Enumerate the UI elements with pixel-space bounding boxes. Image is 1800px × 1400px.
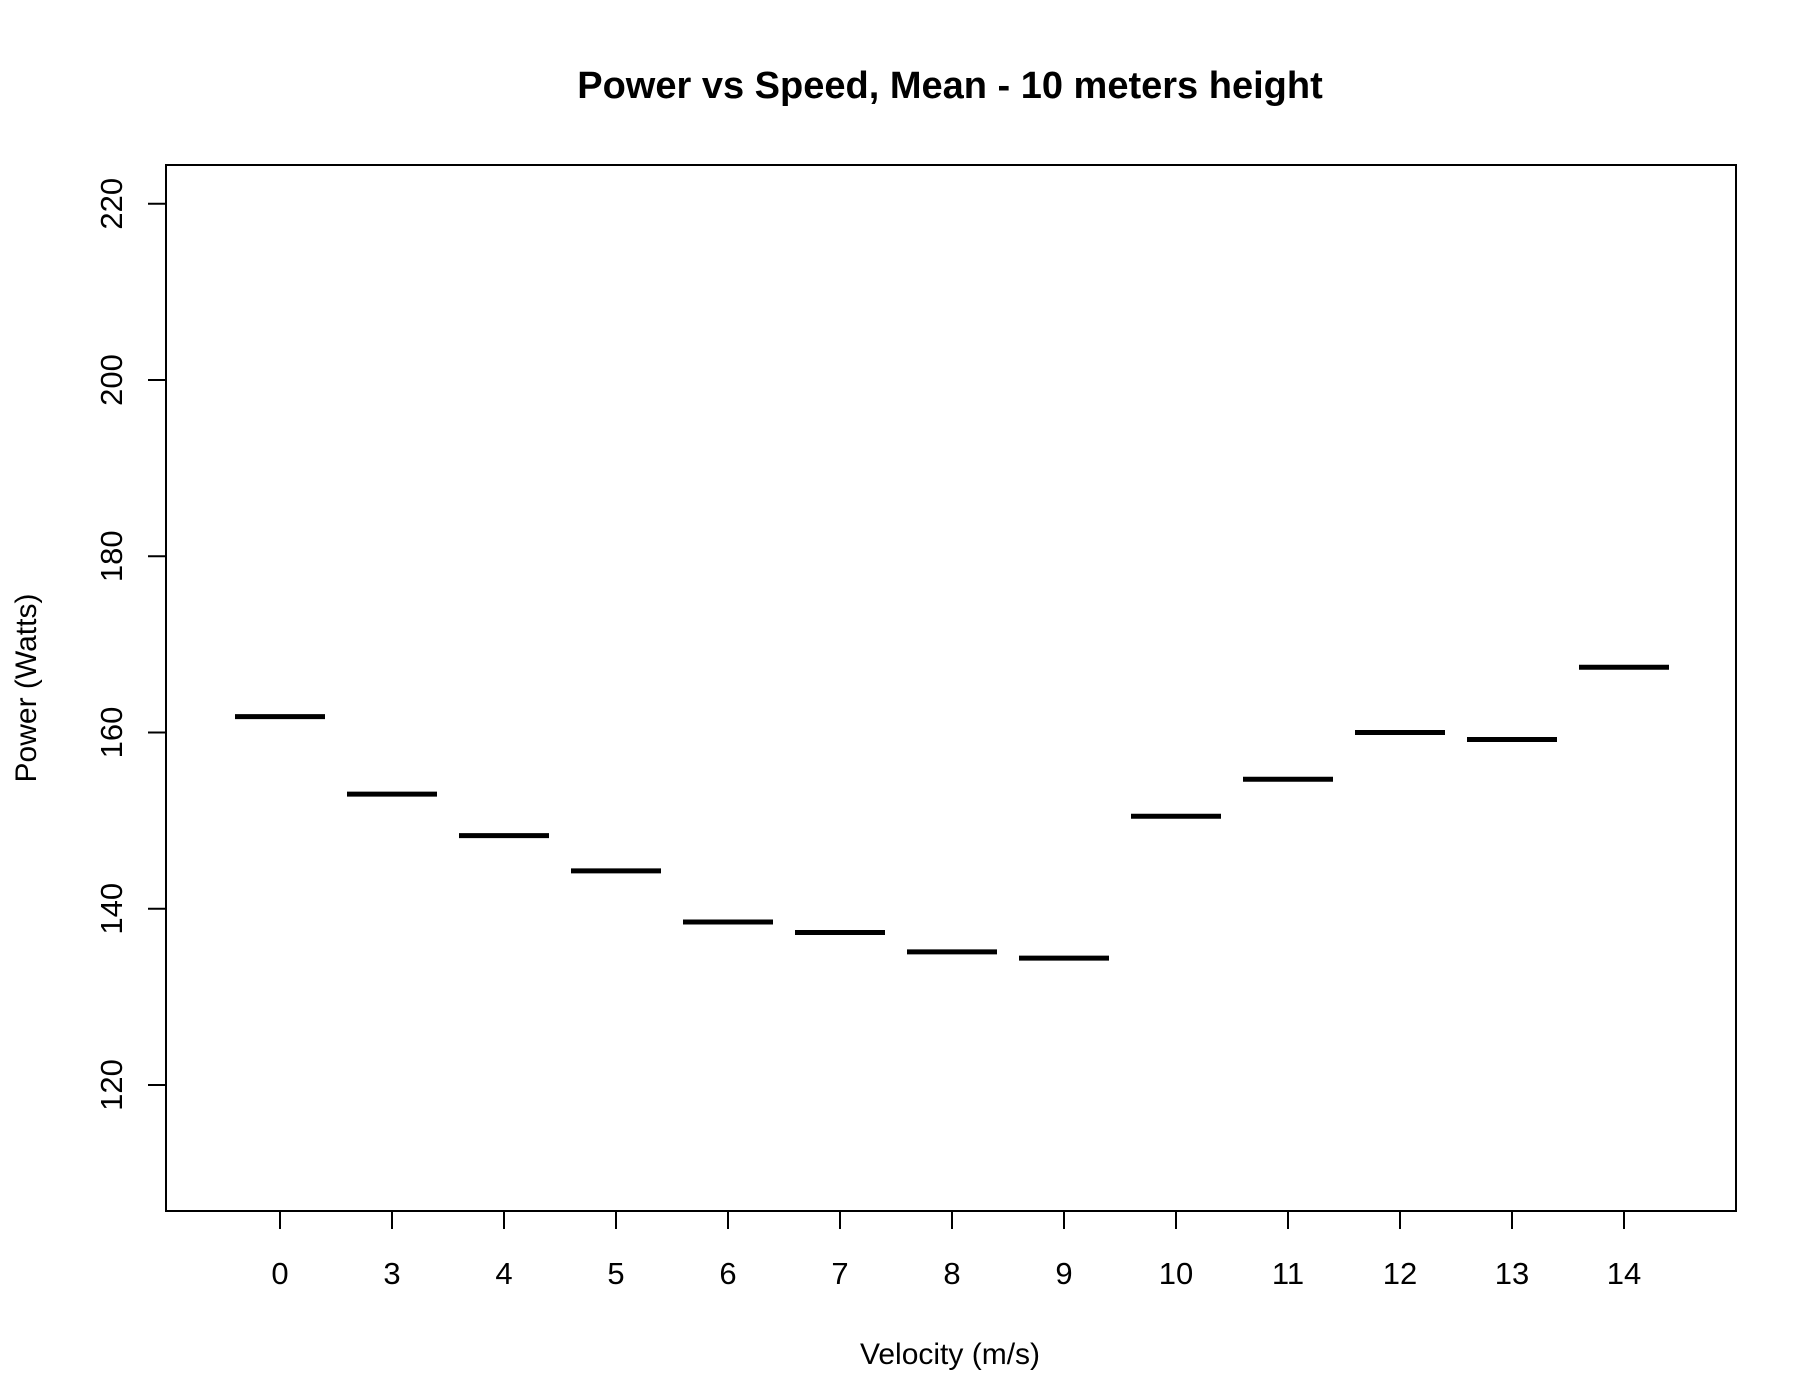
x-tick-label: 4 [495,1256,512,1291]
x-tick-label: 12 [1383,1256,1417,1291]
x-tick-label: 11 [1272,1256,1304,1291]
y-tick-label: 220 [94,178,129,230]
y-axis-label: Power (Watts) [10,594,43,783]
data-marks [235,664,1669,961]
x-tick-label: 6 [719,1256,736,1291]
x-tick-label: 7 [831,1256,848,1291]
x-axis-label: Velocity (m/s) [860,1338,1040,1371]
x-tick-label: 13 [1495,1256,1529,1291]
y-tick-label: 200 [94,354,129,406]
y-axis: 120 140 160 180 200 220 [94,178,166,1111]
x-axis: 0 3 4 5 6 7 8 9 10 11 12 13 14 [271,1211,1641,1291]
y-tick-label: 140 [94,883,129,935]
x-tick-label: 0 [271,1256,288,1291]
x-tick-label: 5 [607,1256,624,1291]
x-tick-label: 14 [1607,1256,1641,1291]
chart-title: Power vs Speed, Mean - 10 meters height [577,65,1323,107]
x-tick-label: 8 [943,1256,960,1291]
x-tick-label: 3 [383,1256,400,1291]
y-tick-label: 160 [94,707,129,759]
y-tick-label: 180 [94,530,129,582]
x-tick-label: 9 [1055,1256,1072,1291]
x-tick-label: 10 [1159,1256,1193,1291]
y-tick-label: 120 [94,1059,129,1111]
